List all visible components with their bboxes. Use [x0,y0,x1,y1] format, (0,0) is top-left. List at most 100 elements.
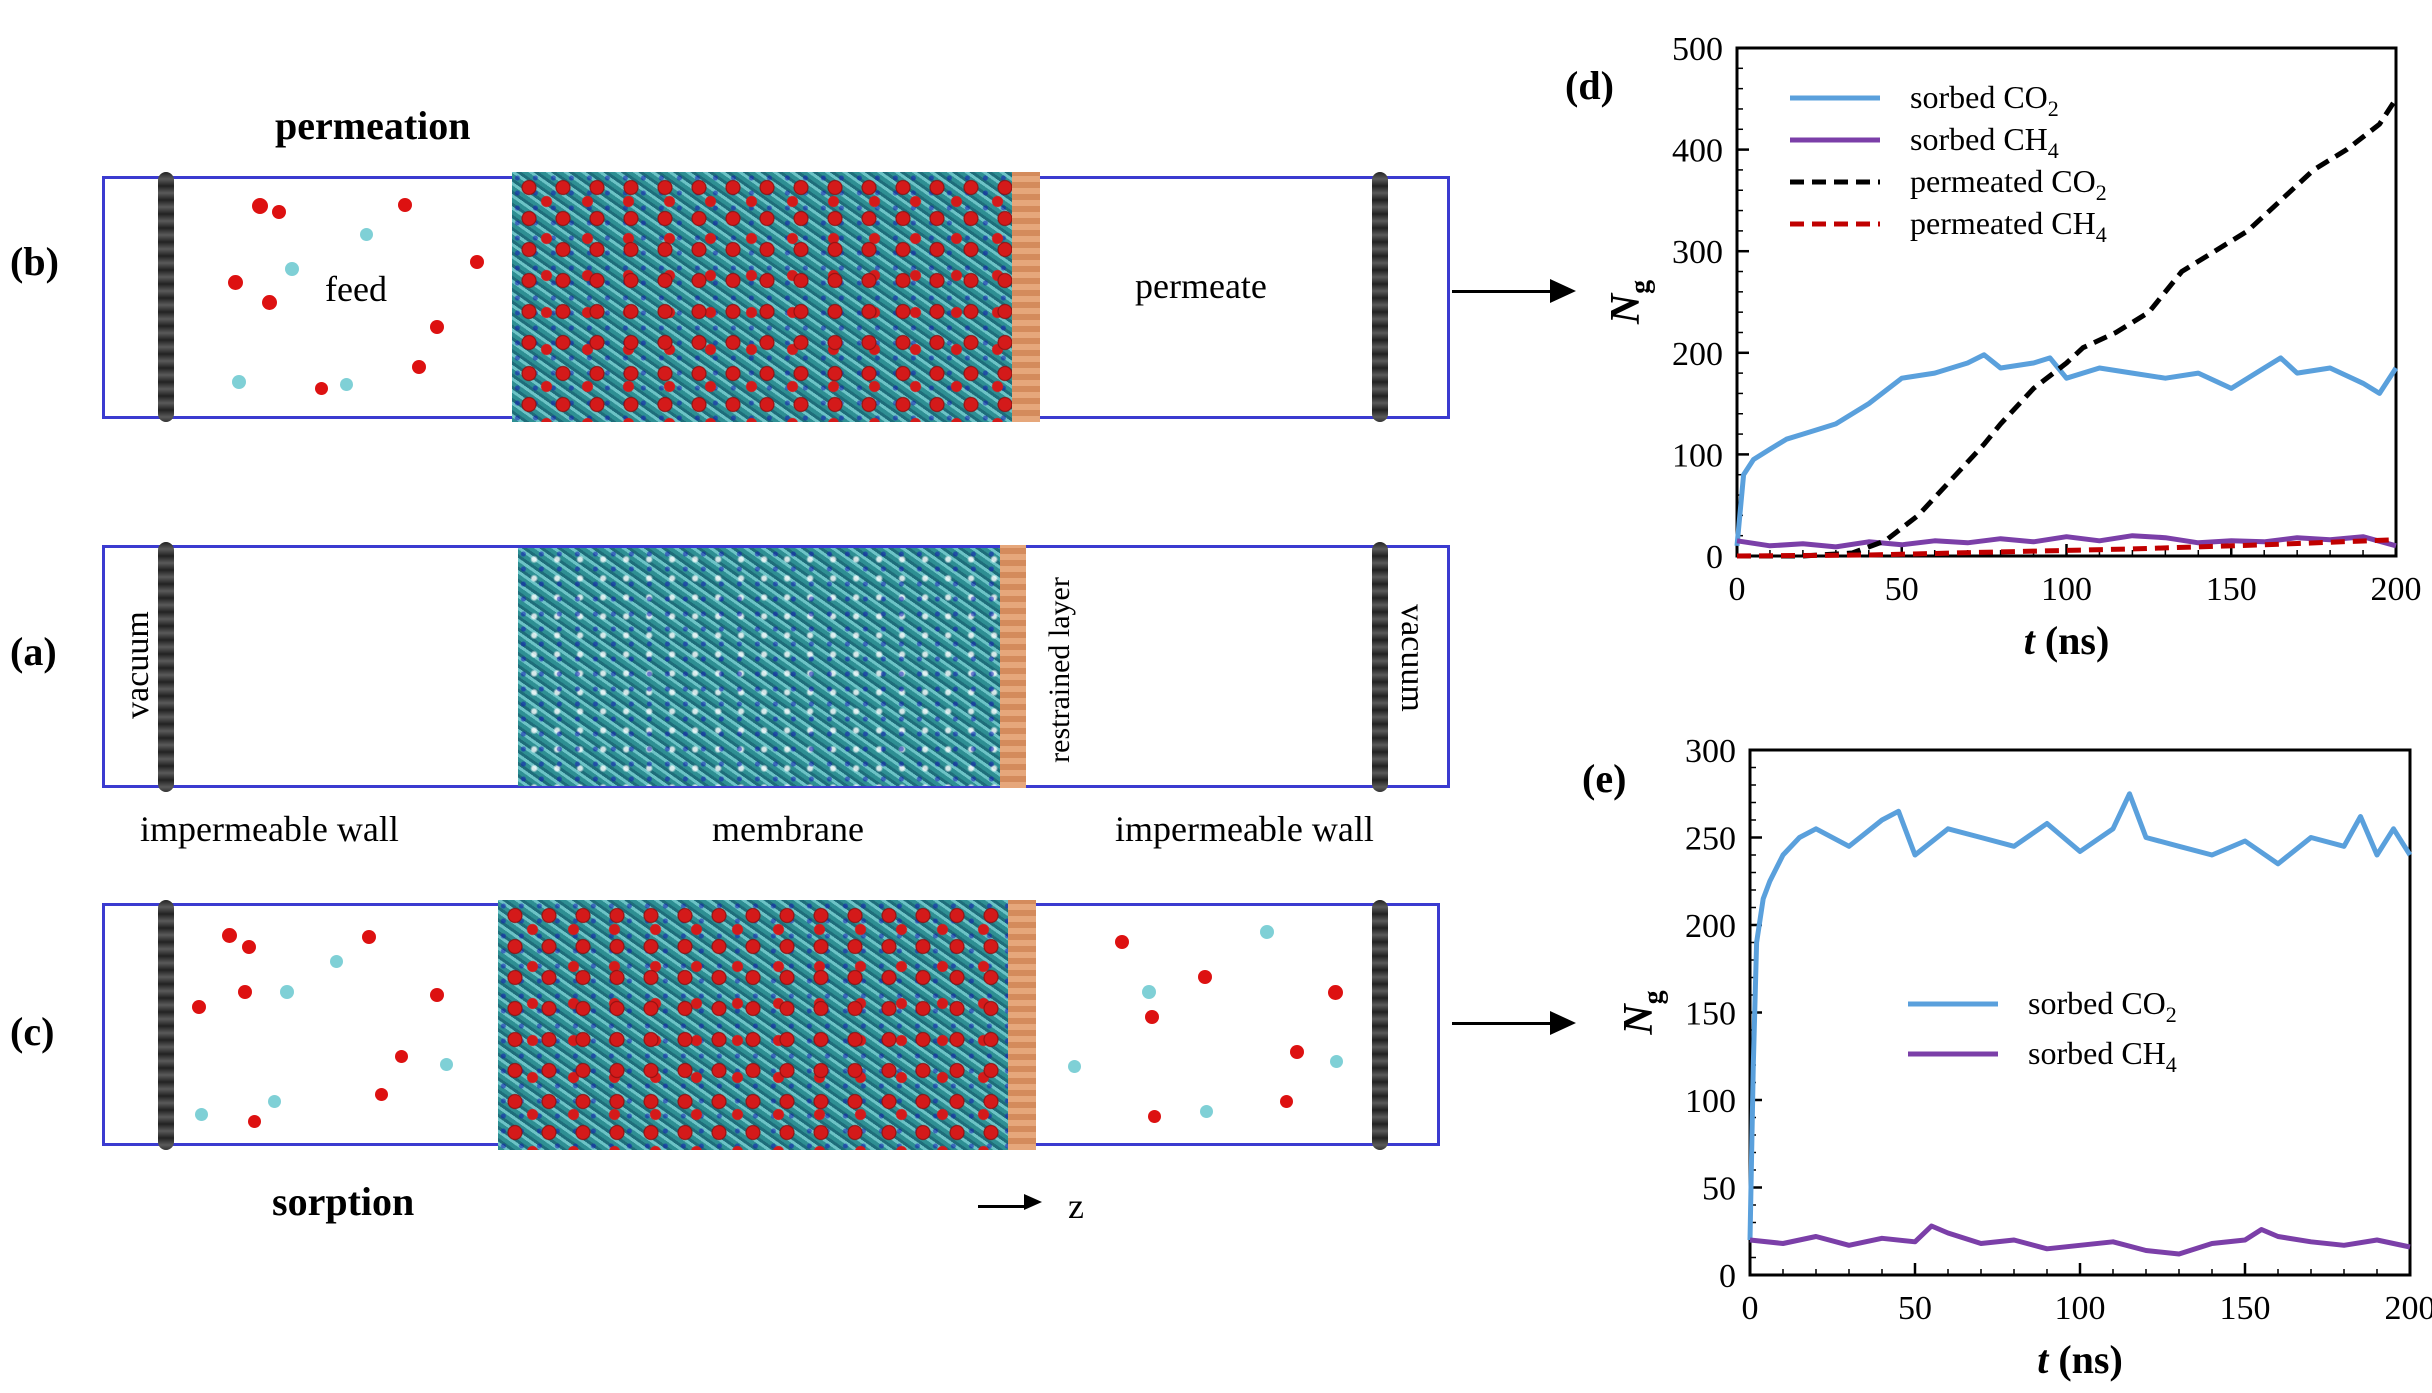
co2-molecule [242,940,256,954]
x-tick-label: 200 [2371,571,2422,608]
ch4-molecule [330,955,343,968]
x-tick-label: 0 [1729,571,1746,608]
co2-molecule [375,1088,388,1101]
y-tick-label: 50 [1702,1171,1736,1208]
z-axis-line [978,1205,1026,1208]
y-axis-label: Ng [1616,990,1669,1035]
ch4-molecule [1260,925,1274,939]
permeation-title: permeation [275,103,471,148]
y-tick-label: 200 [1685,908,1736,945]
ch4-molecule [1200,1105,1213,1118]
panel-a-label: (a) [10,629,57,674]
co2-molecule [1198,970,1212,984]
ch4-molecule [360,228,373,241]
ch4-molecule [1142,985,1156,999]
co2-molecule [430,320,444,334]
co2-molecule [1290,1045,1304,1059]
ch4-molecule [232,375,246,389]
z-axis-label: z [1068,1186,1084,1226]
ch4-molecule [280,985,294,999]
co2-molecule [252,198,268,214]
left-wall-c [158,900,174,1150]
impermeable-wall-left-label: impermeable wall [140,809,399,849]
restrained-layer-b [1012,172,1040,422]
x-tick-label: 100 [2041,571,2092,608]
ch4-molecule [285,262,299,276]
ch4-molecule [1068,1060,1081,1073]
y-tick-label: 300 [1685,733,1736,770]
membrane-slab-a [518,548,1000,786]
y-tick-label: 400 [1672,133,1723,170]
y-tick-label: 100 [1685,1083,1736,1120]
arrow-c-to-e [1452,1022,1552,1025]
x-tick-label: 0 [1742,1290,1759,1327]
x-axis-label: t (ns) [2024,618,2110,663]
x-tick-label: 50 [1885,571,1919,608]
y-tick-label: 250 [1685,821,1736,858]
membrane-slab-c [498,900,1008,1150]
impermeable-wall-right-label: impermeable wall [1115,809,1374,849]
restrained-layer-label: restrained layer [1043,577,1076,763]
legend-entry: permeated CO2 [1910,163,2107,205]
y-tick-label: 0 [1719,1258,1736,1295]
co2-molecule [398,198,412,212]
y-tick-label: 150 [1685,996,1736,1033]
y-tick-label: 100 [1672,437,1723,474]
series-line-permeated-co2 [1737,97,2399,559]
arrow-b-to-d [1452,290,1552,293]
x-tick-label: 150 [2206,571,2257,608]
legend-entry: sorbed CO2 [2028,985,2177,1027]
co2-molecule [192,1000,206,1014]
y-tick-label: 300 [1672,234,1723,271]
legend-entry: sorbed CO2 [1910,79,2059,121]
co2-molecule [1115,935,1129,949]
co2-molecule [1148,1110,1161,1123]
chart-d-plot: 0 100 200 300 400 500 0 50 100 150 200 t (ns) Ng sorb… [1603,31,2422,663]
left-wall-b [158,172,174,422]
restrained-layer-c [1008,900,1036,1150]
ch4-molecule [1330,1055,1343,1068]
y-tick-label: 0 [1706,539,1723,576]
co2-molecule [1328,985,1343,1000]
x-tick-label: 200 [2385,1290,2432,1327]
right-wall-c [1372,900,1388,1150]
sorption-title: sorption [272,1179,415,1224]
right-wall-a [1372,542,1388,792]
arrow-c-to-e-head [1550,1011,1576,1035]
co2-molecule [222,928,237,943]
restrained-layer-a [1000,545,1026,788]
co2-molecule [315,382,328,395]
co2-molecule [228,275,243,290]
y-tick-label: 200 [1672,336,1723,373]
ch4-molecule [340,378,353,391]
x-tick-label: 150 [2220,1290,2271,1327]
x-tick-label: 50 [1898,1290,1932,1327]
y-tick-label: 500 [1672,31,1723,68]
ch4-molecule [440,1058,453,1071]
legend-entry: sorbed CH4 [1910,121,2059,163]
co2-molecule [395,1050,408,1063]
ch4-molecule [195,1108,208,1121]
co2-molecule [362,930,376,944]
co2-molecule [412,360,426,374]
y-axis-label: Ng [1603,280,1656,325]
membrane-slab-b [512,172,1012,422]
panel-e-label: (e) [1582,756,1627,801]
plot-frame [1735,46,2398,558]
co2-molecule [1280,1095,1293,1108]
vacuum-left-label: vacuum [119,611,156,719]
co2-molecule [248,1115,261,1128]
series-line-sorbed-ch4 [1749,1223,2411,1257]
series-line-sorbed-ch4 [1736,533,2397,550]
arrow-b-to-d-head [1550,279,1576,303]
co2-molecule [430,988,444,1002]
chart-e-plot: 0 50 100 150 200 250 300 0 50 100 150 200 t (ns) Ng so… [1616,733,2432,1382]
vacuum-right-label: vacuum [1394,604,1431,712]
panel-c-label: (c) [10,1009,55,1054]
feed-label: feed [325,269,387,309]
series-line-sorbed-co2 [1747,791,2413,1241]
legend-entry: permeated CH4 [1910,205,2107,247]
z-axis-arrowhead [1024,1194,1042,1210]
co2-molecule [272,205,286,219]
left-wall-a [158,542,174,792]
